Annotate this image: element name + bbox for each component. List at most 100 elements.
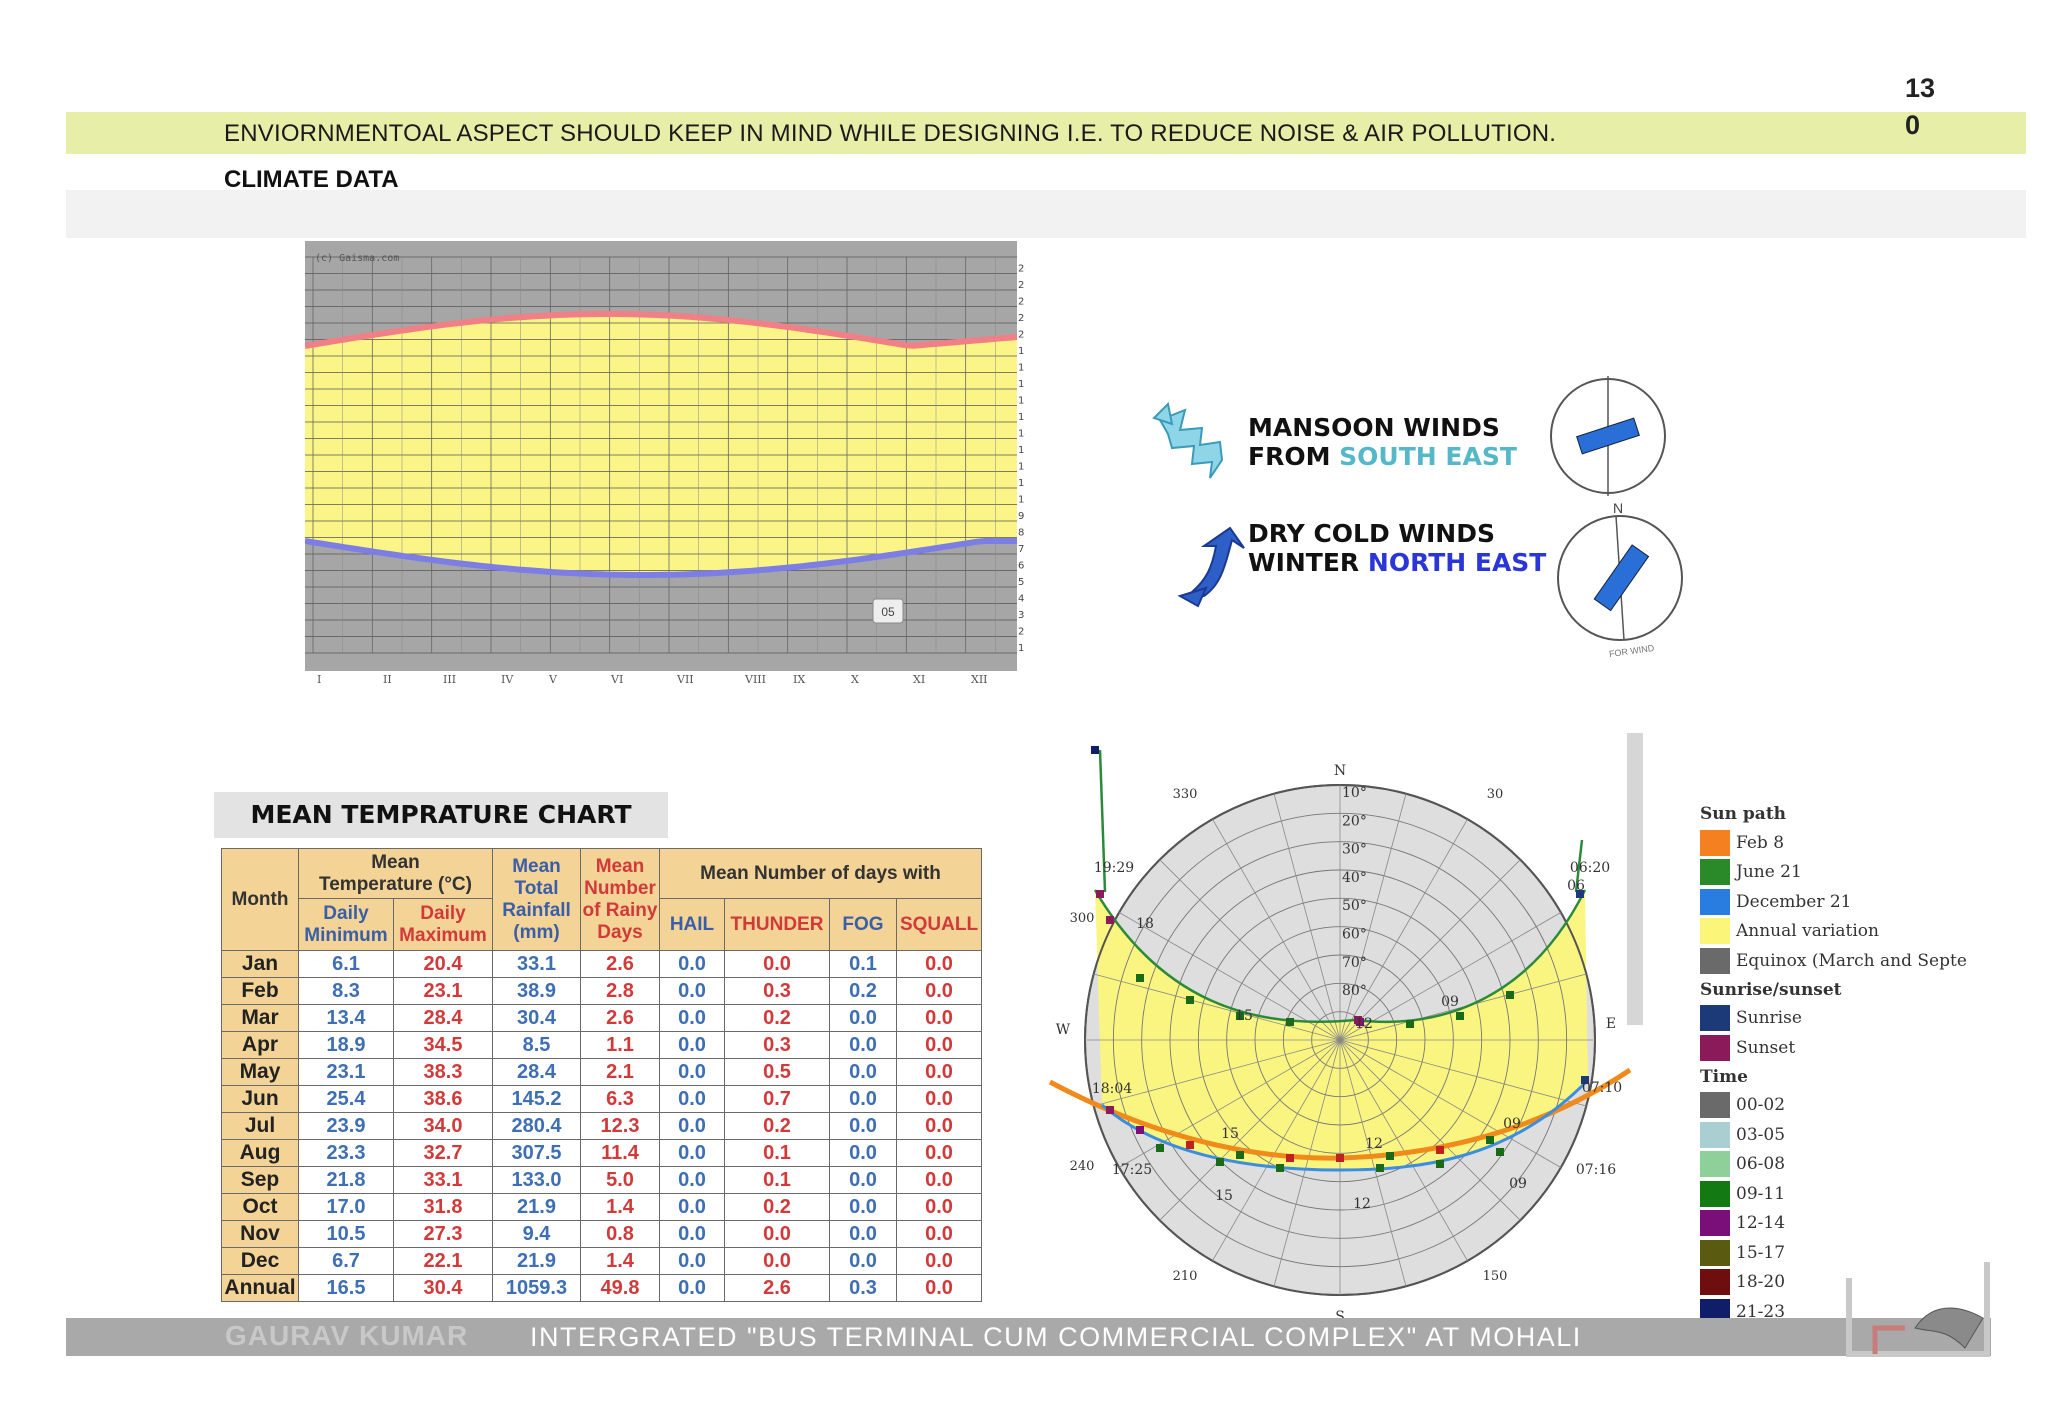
legend-sunrise-title: Sunrise/sunset [1700, 979, 1842, 1000]
footer-author: GAURAV KUMAR [225, 1320, 469, 1351]
sun-path-legend: Sun path Feb 8 June 21 December 21 Annual v… [1700, 800, 1967, 1327]
cell-rainy: 1.4 [580, 1247, 660, 1275]
cell-squall: 0.0 [896, 1166, 982, 1194]
max-temperature-line [305, 311, 1018, 349]
legend-swatch [1700, 888, 1730, 915]
temperature-range-fill [305, 314, 1017, 575]
y-tick-label: 3 [1018, 610, 1024, 621]
hour-marker [1496, 1148, 1504, 1156]
cell-max: 31.8 [393, 1193, 493, 1221]
compass-caption: FOR WIND [1608, 643, 1655, 659]
x-tick-label: XII [971, 673, 988, 686]
legend-item: 09-11 [1700, 1179, 1967, 1209]
monsoon-line1: MANSOON WINDS [1248, 413, 1500, 442]
cell-month: Jun [221, 1085, 299, 1113]
hour-marker [1336, 1154, 1344, 1162]
compass-south: S [1335, 1309, 1345, 1320]
header-text: ENVIORNMENTOAL ASPECT SHOULD KEEP IN MIN… [224, 120, 1557, 147]
cell-thunder: 0.2 [724, 1112, 830, 1140]
header-daily-min: Daily Minimum [298, 898, 394, 951]
cell-max: 34.5 [393, 1031, 493, 1059]
altitude-label: 50° [1342, 898, 1367, 914]
cell-squall: 0.0 [896, 1220, 982, 1248]
cell-squall: 0.0 [896, 1193, 982, 1221]
time-label: 07:10 [1582, 1080, 1622, 1096]
chart-button-frame[interactable] [872, 598, 904, 624]
cell-thunder: 0.0 [724, 1220, 830, 1248]
legend-label: 12-14 [1736, 1213, 1786, 1234]
chart-grid [305, 256, 1017, 654]
x-tick-label: V [548, 673, 558, 686]
hour-markers [1091, 746, 1589, 1172]
hour-marker [1486, 1136, 1494, 1144]
header-rainy-line2: Number [584, 877, 656, 899]
cell-thunder: 0.7 [724, 1085, 830, 1113]
altitude-label: 70° [1342, 955, 1367, 971]
bearing-label: 210 [1173, 1269, 1198, 1284]
cell-max: 38.6 [393, 1085, 493, 1113]
cell-hail: 0.0 [659, 1085, 725, 1113]
azimuth-spoke [1093, 1039, 1341, 1107]
x-tick-label: VII [676, 673, 694, 686]
hour-marker [1186, 996, 1194, 1004]
y-tick-label: 16 [1018, 396, 1025, 407]
legend-label: June 21 [1736, 862, 1802, 883]
header-rainy-line3: of Rainy [582, 899, 658, 921]
min-temperature-line [305, 538, 1017, 578]
legend-item: June 21 [1700, 858, 1967, 888]
section-title: CLIMATE DATA [224, 166, 399, 193]
hour-marker [1096, 890, 1104, 898]
legend-label: 21-23 [1736, 1301, 1786, 1322]
cell-month: May [221, 1058, 299, 1086]
cell-fog: 0.0 [829, 1112, 897, 1140]
cell-squall: 0.0 [896, 1139, 982, 1167]
legend-label: Sunset [1736, 1037, 1796, 1058]
monsoon-line2: FROM SOUTH EAST [1248, 442, 1517, 471]
diagram-scrollbar[interactable] [1627, 733, 1643, 1025]
header-hail: HAIL [659, 898, 725, 951]
cell-rainy: 12.3 [580, 1112, 660, 1140]
compass-west: W [1056, 1022, 1071, 1038]
legend-swatch [1700, 1180, 1730, 1207]
monsoon-compass [1550, 376, 1666, 496]
legend-label: 15-17 [1736, 1242, 1786, 1263]
cell-month: Apr [221, 1031, 299, 1059]
hour-marker [1156, 1144, 1164, 1152]
cell-max: 34.0 [393, 1112, 493, 1140]
monsoon-direction: SOUTH EAST [1339, 442, 1517, 471]
cell-rainy: 2.1 [580, 1058, 660, 1086]
y-tick-label: 8 [1018, 528, 1024, 539]
y-tick-label: 1 [1018, 643, 1024, 654]
time-label: 12 [1365, 1136, 1383, 1152]
y-tick-label: 11 [1018, 478, 1025, 489]
header-mean-temp-line1: Mean [371, 851, 420, 873]
cell-rain: 30.4 [492, 1004, 581, 1032]
header-fog: FOG [829, 898, 897, 951]
monsoon-line2-prefix: FROM [1248, 442, 1339, 471]
cell-hail: 0.0 [659, 1004, 725, 1032]
cell-max: 20.4 [393, 950, 493, 978]
table-row: Aug 23.3 32.7 307.5 11.4 0.0 0.1 0.0 0.0 [221, 1139, 982, 1167]
chart-button[interactable]: 05 [872, 598, 904, 624]
cell-rain: 21.9 [492, 1247, 581, 1275]
y-tick-label: 12 [1018, 462, 1025, 473]
cell-min: 6.7 [298, 1247, 394, 1275]
legend-item: Sunset [1700, 1033, 1967, 1063]
legend-swatch [1700, 1210, 1730, 1237]
cell-rainy: 1.4 [580, 1193, 660, 1221]
dry-line2-prefix: WINTER [1248, 548, 1368, 577]
legend-swatch [1700, 1151, 1730, 1178]
cell-month: Jul [221, 1112, 299, 1140]
cell-rain: 38.9 [492, 977, 581, 1005]
cell-hail: 0.0 [659, 1166, 725, 1194]
time-label: 15 [1215, 1188, 1233, 1204]
azimuth-spoke [1093, 973, 1341, 1041]
y-tick-label: 9 [1018, 511, 1024, 522]
legend-item: 00-02 [1700, 1091, 1967, 1121]
bearing-label: 240 [1070, 1159, 1095, 1174]
altitude-label: 30° [1342, 842, 1367, 858]
logo-icon [1846, 1262, 1990, 1357]
legend-item: Sunrise [1700, 1004, 1967, 1034]
hour-marker [1136, 974, 1144, 982]
y-tick-label: 22 [1018, 297, 1025, 308]
